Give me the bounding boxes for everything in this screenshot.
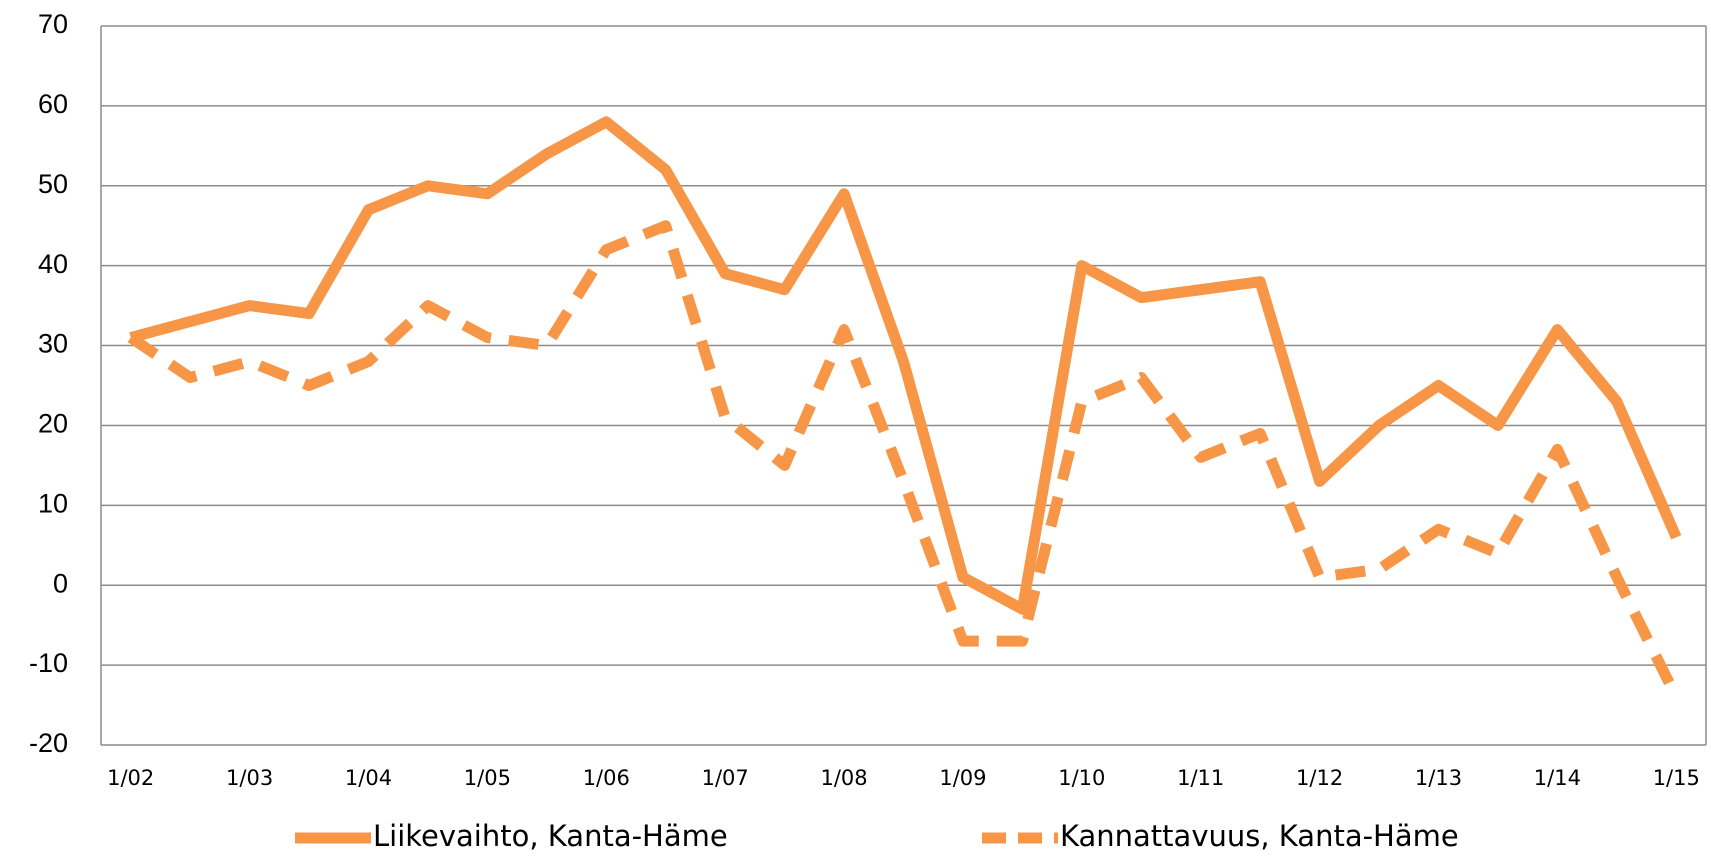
x-tick-label: 1/11 [1177,766,1224,790]
x-tick-label: 1/09 [939,766,986,790]
x-tick-label: 1/04 [345,766,392,790]
line-series [127,220,1682,700]
y-tick-label: 70 [38,9,68,39]
y-tick-label: 30 [38,329,68,359]
y-tick-label: 60 [38,89,68,119]
x-tick-label: 1/05 [464,766,511,790]
x-tick-label: 1/12 [1296,766,1343,790]
legend-label: Liikevaihto, Kanta-Häme [373,819,728,853]
y-tick-label: 0 [53,568,68,598]
y-tick-label: 50 [38,169,68,199]
x-tick-label: 1/03 [226,766,273,790]
x-tick-label: 1/06 [583,766,630,790]
y-tick-label: -10 [29,648,68,678]
x-tick-label: 1/10 [1058,766,1105,790]
y-tick-label: 40 [38,249,68,279]
y-tick-label: -20 [29,728,68,758]
x-tick-label: 1/08 [820,766,867,790]
x-tick-label: 1/02 [107,766,154,790]
line-series [129,116,1682,615]
x-tick-label: 1/13 [1415,766,1462,790]
x-tick-label: 1/07 [702,766,749,790]
legend-label: Kannattavuus, Kanta-Häme [1060,819,1459,853]
x-tick-label: 1/15 [1653,766,1700,790]
y-tick-label: 20 [38,409,68,439]
y-tick-label: 10 [38,488,68,518]
x-tick-label: 1/14 [1534,766,1581,790]
